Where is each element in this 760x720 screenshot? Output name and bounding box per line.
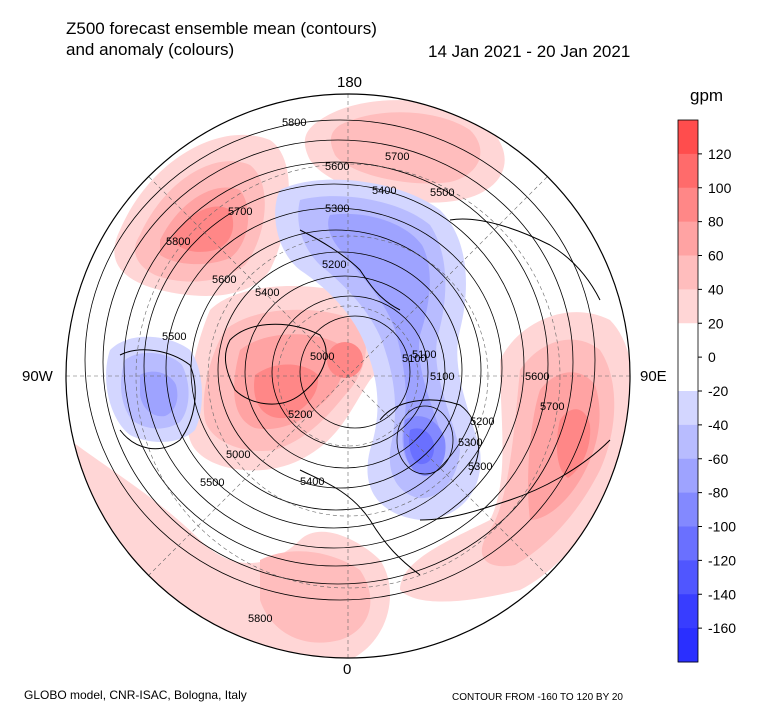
colorbar-tick-label: -160: [708, 620, 736, 636]
colorbar-swatch: [678, 526, 698, 561]
colorbar-swatch: [678, 628, 698, 663]
contour-label: 5300: [458, 437, 482, 449]
colorbar-swatch: [678, 391, 698, 426]
contour-label: 5300: [468, 461, 492, 473]
colorbar-swatch: [678, 289, 698, 324]
anomaly-greenland-positive: [186, 286, 389, 471]
colorbar-swatch: [678, 492, 698, 527]
graticule: [66, 94, 630, 658]
colorbar-tick-label: 20: [708, 315, 724, 331]
colorbar-swatch: [678, 594, 698, 629]
contour-label: 5100: [412, 349, 436, 361]
contour-label: 5700: [228, 206, 252, 218]
contour-label: 5700: [385, 151, 409, 163]
colorbar-swatch: [678, 255, 698, 290]
model-credit: GLOBO model, CNR-ISAC, Bologna, Italy: [24, 688, 247, 702]
contour-label: 5100: [430, 371, 454, 383]
contour-label: 5200: [288, 409, 312, 421]
contour-label: 5800: [166, 236, 190, 248]
contour-label: 5200: [322, 259, 346, 271]
map-title: Z500 forecast ensemble mean (contours) a…: [66, 18, 377, 60]
colorbar-tick-label: -100: [708, 519, 736, 535]
anomaly-eurasia-positive: [400, 312, 630, 602]
title-line-2: and anomaly (colours): [66, 40, 235, 59]
colorbar-swatch: [678, 560, 698, 595]
colorbar-tick-label: 100: [708, 180, 732, 196]
contour-label: 5800: [248, 613, 272, 625]
colorbar-tick-label: -140: [708, 586, 736, 602]
colorbar-tick-label: 80: [708, 214, 724, 230]
colorbar-tick-label: 60: [708, 248, 724, 264]
anomaly-bering-positive: [304, 100, 505, 203]
colorbar-tick-label: 40: [708, 281, 724, 297]
colorbar-tick-label: 0: [708, 349, 716, 365]
contour-label: 5400: [372, 185, 396, 197]
lon-label-90w: 90W: [22, 368, 53, 385]
contour-label: 5200: [470, 416, 494, 428]
coastlines: [119, 218, 611, 576]
globe-outline: [65, 93, 631, 659]
contour-label: 5600: [525, 371, 549, 383]
colorbar-tick-label: -80: [708, 485, 728, 501]
lon-label-180: 180: [337, 74, 363, 91]
colorbar-tick-label: -60: [708, 451, 728, 467]
colorbar-swatch: [678, 221, 698, 256]
colorbar-swatch: [678, 458, 698, 494]
contour-label: 5600: [325, 161, 349, 173]
colorbar-unit: gpm: [690, 86, 724, 105]
contour-label: 5000: [310, 351, 334, 363]
colorbar-swatch: [678, 424, 698, 460]
forecast-period: 14 Jan 2021 - 20 Jan 2021: [428, 42, 631, 61]
colorbar: 120 100 80 60 40 20 0 -20 -40 -60 -80 -100 -120 -140 -…: [677, 119, 736, 663]
colorbar-tick-label: -40: [708, 417, 728, 433]
colorbar-swatch: [678, 357, 698, 392]
colorbar-swatch: [678, 187, 698, 223]
contour-label: 5500: [430, 187, 454, 199]
contour-label: 5000: [226, 449, 250, 461]
contour-label: 5800: [282, 117, 306, 129]
polar-map: [66, 94, 630, 658]
colorbar-tick-label: -120: [708, 552, 736, 568]
contour-label: 5700: [540, 401, 564, 413]
title-line-1: Z500 forecast ensemble mean (contours): [66, 19, 377, 38]
colorbar-swatch: [678, 323, 698, 358]
contour-label: 5100: [402, 353, 426, 365]
contour-label: 5600: [212, 274, 236, 286]
contour-labels: 5800 5700 5600 5500 5400 5300 5200 5100 …: [162, 117, 564, 625]
lon-label-0: 0: [343, 661, 352, 678]
contour-info: CONTOUR FROM -160 TO 120 BY 20: [452, 692, 623, 703]
anomaly-north-pacific-positive: [114, 134, 289, 296]
lon-label-90e: 90E: [640, 368, 667, 385]
colorbar-swatch: [678, 120, 698, 155]
contour-label: 5400: [300, 476, 324, 488]
contour-label: 5500: [162, 331, 186, 343]
colorbar-swatch: [678, 153, 698, 189]
contour-lines: [84, 119, 596, 601]
colorbar-tick-label: 120: [708, 146, 732, 162]
contour-label: 5400: [255, 287, 279, 299]
contour-label: 5300: [325, 203, 349, 215]
contour-label: 5500: [200, 477, 224, 489]
colorbar-tick-label: -20: [708, 383, 728, 399]
